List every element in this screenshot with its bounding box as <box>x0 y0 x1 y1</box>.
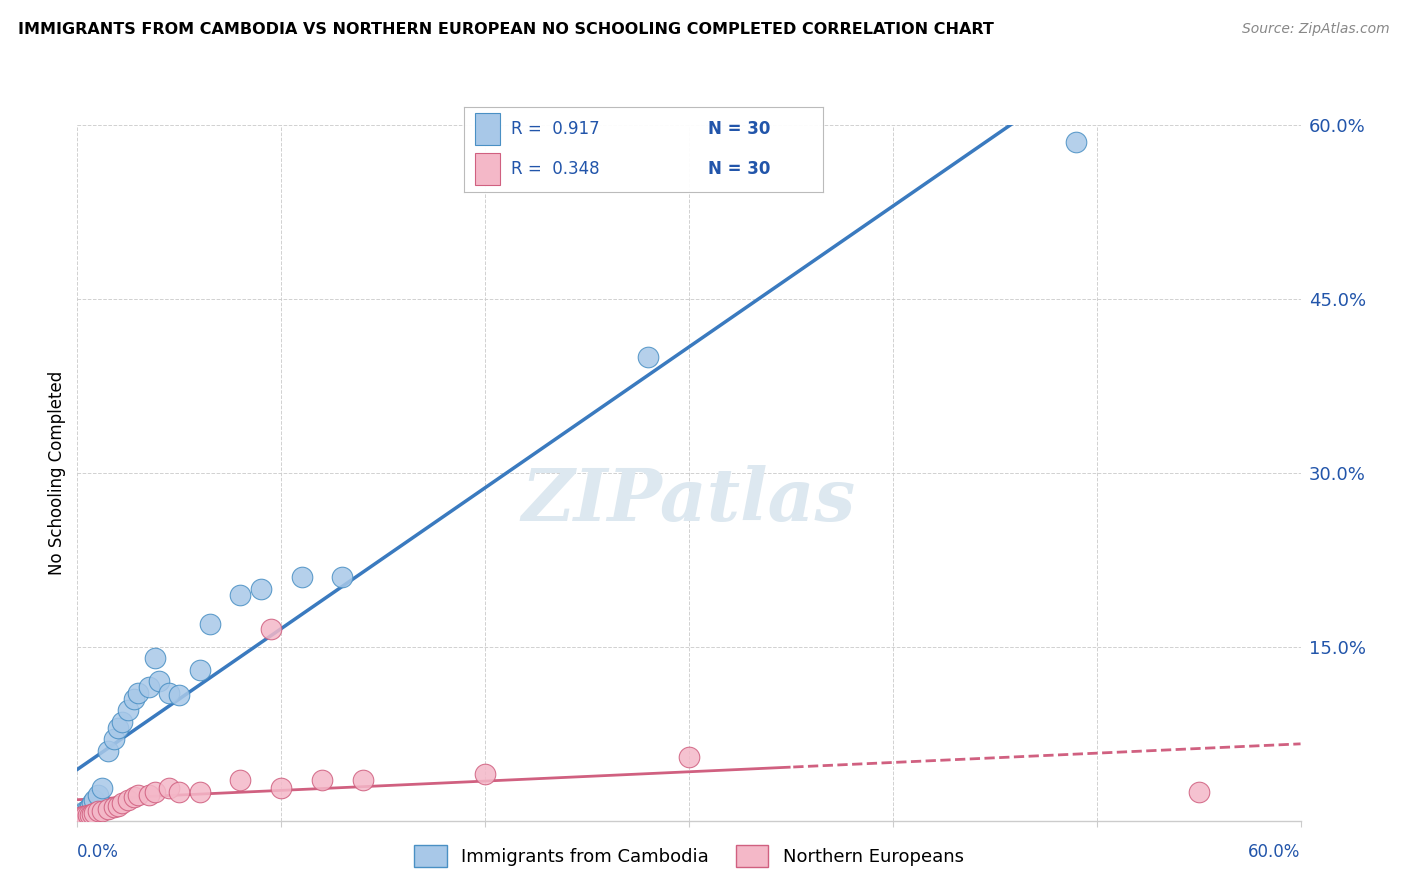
Point <box>143 651 166 665</box>
Point <box>474 767 496 781</box>
Point <box>138 680 160 694</box>
Point <box>72 806 94 821</box>
Point <box>188 663 211 677</box>
Point <box>229 772 252 788</box>
Point <box>67 810 90 824</box>
Point <box>198 616 221 631</box>
Point <box>260 623 283 637</box>
Point <box>67 811 90 825</box>
Point <box>124 790 146 805</box>
Point <box>169 785 191 799</box>
Point <box>75 809 97 823</box>
Point <box>117 793 139 807</box>
Point <box>124 692 146 706</box>
Point <box>188 785 211 799</box>
Point <box>107 798 129 813</box>
Point <box>250 582 273 596</box>
Point <box>80 806 103 821</box>
Point <box>111 796 134 810</box>
Point <box>87 788 110 802</box>
Point <box>103 799 125 814</box>
Point <box>80 796 103 810</box>
Y-axis label: No Schooling Completed: No Schooling Completed <box>48 371 66 574</box>
Point <box>97 802 120 816</box>
Point <box>352 772 374 788</box>
Point <box>70 810 93 824</box>
Text: Source: ZipAtlas.com: Source: ZipAtlas.com <box>1241 22 1389 37</box>
Text: R =  0.917: R = 0.917 <box>510 120 599 138</box>
Point <box>138 788 160 802</box>
Legend: Immigrants from Cambodia, Northern Europeans: Immigrants from Cambodia, Northern Europ… <box>406 838 972 874</box>
Point <box>311 772 333 788</box>
Point <box>127 686 149 700</box>
Point <box>332 570 354 584</box>
Point <box>79 808 101 822</box>
Point <box>107 721 129 735</box>
Point <box>70 808 93 822</box>
Point <box>72 809 94 823</box>
Point <box>157 781 180 796</box>
Point <box>103 732 125 747</box>
Text: IMMIGRANTS FROM CAMBODIA VS NORTHERN EUROPEAN NO SCHOOLING COMPLETED CORRELATION: IMMIGRANTS FROM CAMBODIA VS NORTHERN EUR… <box>18 22 994 37</box>
Point <box>169 689 191 703</box>
Point <box>117 703 139 717</box>
Point <box>83 793 105 807</box>
Text: 60.0%: 60.0% <box>1249 843 1301 861</box>
Text: ZIPatlas: ZIPatlas <box>522 465 856 536</box>
Point <box>290 570 312 584</box>
Text: R =  0.348: R = 0.348 <box>510 160 599 178</box>
Point <box>79 799 101 814</box>
Point <box>87 805 110 819</box>
Point <box>157 686 180 700</box>
FancyBboxPatch shape <box>475 113 501 145</box>
Point <box>1187 785 1209 799</box>
Point <box>97 744 120 758</box>
FancyBboxPatch shape <box>475 153 501 185</box>
Point <box>678 749 700 764</box>
Point <box>90 805 112 819</box>
Point <box>127 788 149 802</box>
Point <box>143 785 166 799</box>
Point <box>83 805 105 820</box>
Point <box>1066 135 1088 149</box>
Point <box>148 674 170 689</box>
Point <box>75 805 97 819</box>
Point <box>111 715 134 730</box>
Point <box>76 802 98 816</box>
Text: N = 30: N = 30 <box>707 160 770 178</box>
Point <box>76 808 98 822</box>
Text: 0.0%: 0.0% <box>77 843 120 861</box>
Point <box>90 781 112 796</box>
Point <box>637 350 659 364</box>
Text: N = 30: N = 30 <box>707 120 770 138</box>
Point <box>229 587 252 601</box>
Point <box>270 781 292 796</box>
